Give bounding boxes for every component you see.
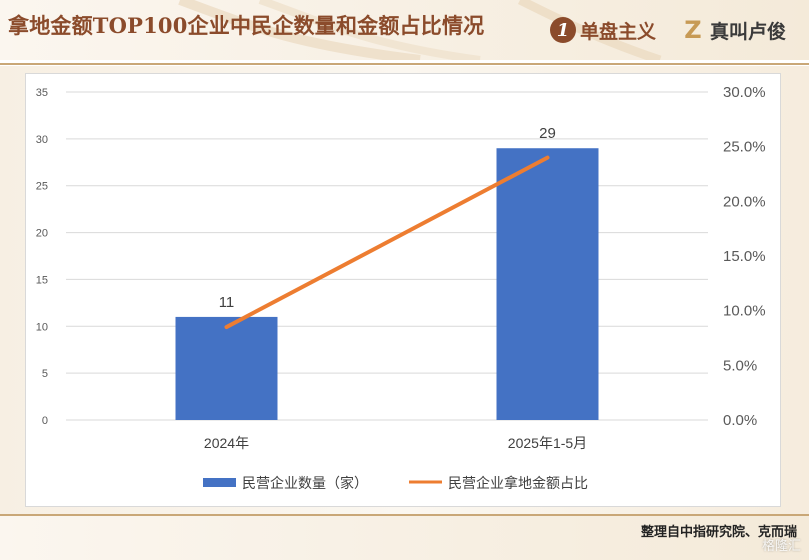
- brand-logo-zhenjiao: Z 真叫卢俊: [682, 13, 786, 47]
- bar-data-label: 29: [539, 125, 556, 142]
- watermark: 格隆汇: [761, 539, 801, 554]
- footer-bar: [0, 516, 809, 560]
- legend-bar-swatch: [203, 478, 236, 487]
- y-left-tick-label: 25: [36, 181, 48, 193]
- danpan-brand-name: 单盘主义: [580, 20, 657, 43]
- y-left-tick-label: 30: [36, 134, 48, 146]
- y-right-tick-label: 15.0%: [723, 248, 766, 265]
- source-note: 整理自中指研究院、克而瑞: [640, 525, 797, 540]
- y-right-tick-label: 30.0%: [723, 84, 766, 101]
- zhenjiao-brand-name: 真叫卢俊: [710, 20, 787, 43]
- y-right-tick-label: 25.0%: [723, 139, 766, 156]
- y-right-tick-label: 5.0%: [723, 357, 757, 374]
- y-left-tick-label: 35: [36, 87, 48, 99]
- bar: [496, 148, 599, 420]
- legend-line-label: 民营企业拿地金额占比: [448, 475, 588, 491]
- header-decoration: [178, 0, 662, 60]
- line-series-path: [224, 155, 550, 330]
- brand-logo-danpan: 1 单盘主义: [550, 13, 656, 47]
- zhenjiao-logo-icon: Z: [684, 16, 702, 44]
- y-left-tick-label: 10: [36, 321, 48, 333]
- line-series: [224, 155, 550, 330]
- header-divider: [0, 63, 809, 65]
- y-right-tick-label: 0.0%: [723, 412, 757, 429]
- x-tick-label: 2024年: [204, 435, 249, 451]
- y-left-tick-label: 20: [36, 228, 48, 240]
- y-right-tick-label: 20.0%: [723, 193, 766, 210]
- legend: 民营企业数量（家） 民营企业拿地金额占比: [203, 475, 588, 491]
- data-labels: 11 29: [219, 125, 556, 311]
- page-title: 拿地金额TOP100企业中民企数量和金额占比情况: [8, 13, 485, 38]
- y-right-tick-label: 10.0%: [723, 303, 766, 320]
- bar: [175, 316, 278, 420]
- chart-container: 11 29 0 5 10 15 20 25 30 35 0.0% 5.0% 10.0% 15.0% 20…: [25, 73, 781, 507]
- legend-bar-label: 民营企业数量（家）: [242, 475, 368, 491]
- bar-series: [175, 148, 599, 420]
- header-bar: 拿地金额TOP100企业中民企数量和金额占比情况 1 单盘主义 Z 真叫卢俊: [0, 0, 809, 60]
- chart-svg: 11 29 0 5 10 15 20 25 30 35 0.0% 5.0% 10.0% 15.0% 20…: [36, 84, 766, 491]
- y-axis-left: 0 5 10 15 20 25 30 35: [36, 87, 48, 427]
- x-tick-label: 2025年1-5月: [508, 435, 587, 451]
- x-axis: 2024年 2025年1-5月: [204, 435, 587, 451]
- y-axis-right: 0.0% 5.0% 10.0% 15.0% 20.0% 25.0% 30.0%: [723, 84, 766, 429]
- footer-divider: [0, 514, 809, 516]
- gridlines: [66, 91, 708, 421]
- y-left-tick-label: 0: [42, 415, 48, 427]
- bar-data-label: 11: [219, 294, 235, 311]
- y-left-tick-label: 5: [42, 368, 48, 380]
- danpan-logo-icon: 1: [550, 17, 576, 43]
- y-left-tick-label: 15: [36, 274, 48, 286]
